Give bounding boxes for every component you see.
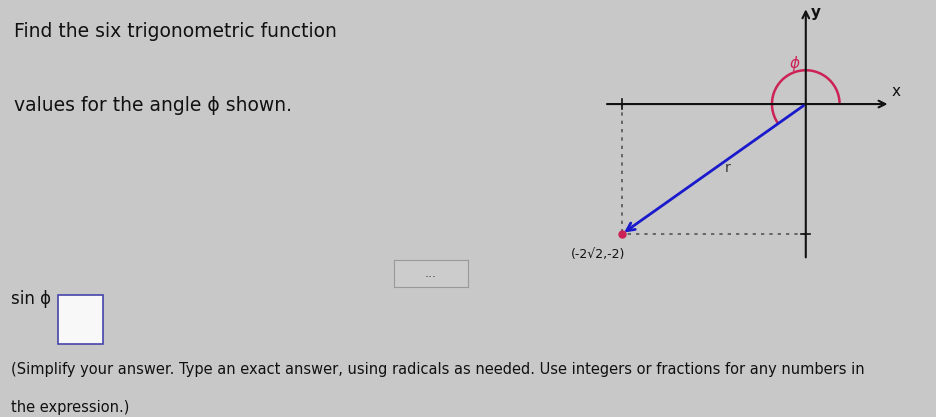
Text: (Simplify your answer. Type an exact answer, using radicals as needed. Use integ: (Simplify your answer. Type an exact ans… — [11, 362, 864, 377]
Text: r: r — [724, 161, 729, 175]
Text: Find the six trigonometric function: Find the six trigonometric function — [14, 22, 337, 41]
Text: ...: ... — [425, 267, 436, 280]
Text: (-2√2,-2): (-2√2,-2) — [570, 249, 624, 261]
Text: ϕ: ϕ — [788, 56, 798, 71]
Text: values for the angle ϕ shown.: values for the angle ϕ shown. — [14, 95, 292, 115]
Text: x: x — [891, 84, 899, 99]
Text: sin ϕ =: sin ϕ = — [11, 290, 70, 309]
Text: y: y — [811, 5, 820, 20]
FancyBboxPatch shape — [58, 295, 103, 344]
Text: the expression.): the expression.) — [11, 400, 129, 415]
